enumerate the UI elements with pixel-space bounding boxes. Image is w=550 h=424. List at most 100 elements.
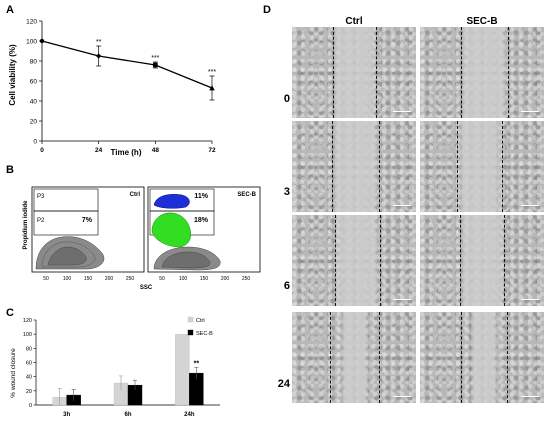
- scale-bar: [521, 204, 539, 206]
- row-label-0: 0: [283, 93, 290, 105]
- blue-population: [153, 194, 190, 209]
- viability-marks: ********: [39, 38, 216, 101]
- micrograph-tile: [420, 215, 544, 306]
- wound-edge-line: [459, 215, 461, 306]
- row-label-24: 24: [277, 378, 290, 390]
- wound-edge-line: [376, 27, 378, 118]
- secb-upper-percent: 11%: [194, 193, 208, 200]
- y-tick-label: 120: [23, 318, 32, 324]
- flow-plot-ctrl: P3 P2 7% Ctrl: [31, 186, 145, 273]
- wound-edge-line: [332, 27, 334, 118]
- wound-edge-line: [335, 215, 337, 306]
- legend-label: SEC-B: [196, 331, 213, 337]
- scale-bar: [393, 298, 411, 300]
- micrograph-tile: [292, 312, 416, 403]
- column-header-ctrl: Ctrl: [345, 16, 363, 27]
- scale-bar: [393, 204, 411, 206]
- flow-xlabel: SSC: [140, 285, 153, 291]
- significance-label: **: [96, 39, 102, 46]
- legend-swatch: [187, 329, 194, 336]
- y-tick-label: 60: [26, 361, 32, 367]
- row-label-6: 6: [283, 280, 290, 292]
- green-population: [151, 212, 191, 248]
- data-point: [153, 62, 158, 68]
- y-tick-label: 0: [33, 139, 37, 146]
- scale-bar: [393, 395, 411, 397]
- x-tick-label: 24: [95, 147, 103, 154]
- wound-legend: Ctrl SEC-B: [187, 316, 213, 337]
- wound-edge-line: [378, 121, 380, 212]
- wound-edge-line: [506, 312, 508, 403]
- significance-label: ***: [151, 55, 159, 62]
- flow-x-tick-label: 250: [242, 276, 251, 282]
- flow-x-tick-label: 100: [179, 276, 188, 282]
- wound-healing-micrographs: Ctrl SEC-B 0 3 6 24: [270, 0, 550, 424]
- row-label-3: 3: [283, 186, 290, 198]
- micrograph-tile: [420, 121, 544, 212]
- wound-edge-line: [330, 312, 332, 403]
- secb-lower-percent: 18%: [194, 217, 209, 224]
- micrograph-tile: [292, 121, 416, 212]
- flow-x-tick-label: 200: [221, 276, 230, 282]
- viability-series-line: [41, 40, 213, 89]
- panel-letter-b: B: [6, 164, 14, 176]
- flow-plot-secb: 11% 18% SEC-B: [147, 186, 261, 273]
- scale-bar: [393, 110, 411, 112]
- micrograph-tile: [420, 312, 544, 403]
- gate-p2-ctrl: [33, 210, 99, 236]
- y-tick-label: 120: [26, 19, 37, 26]
- gray-population-secb: [153, 246, 221, 271]
- scale-bar: [521, 395, 539, 397]
- flow-x-tick-label: 150: [84, 276, 93, 282]
- wound-marks: **: [52, 333, 204, 406]
- wound-edge-line: [331, 121, 333, 212]
- wound-edge-line: [460, 312, 462, 403]
- legend-swatch: [187, 316, 194, 323]
- flow-ylabel: Propidium iodide: [23, 200, 29, 250]
- viability-axes: 0 20 40 60 80 100 120 0 24 48 72: [26, 19, 216, 155]
- y-tick-label: 100: [23, 332, 32, 338]
- micrograph-tile: [420, 27, 544, 118]
- wound-ylabel: % wound closure: [10, 348, 17, 398]
- y-tick-label: 0: [29, 403, 32, 409]
- flow-x-tick-label: 200: [105, 276, 114, 282]
- x-tick-label: 0: [40, 147, 44, 154]
- panel-letter-a: A: [6, 4, 14, 16]
- flow-x-tick-label: 50: [43, 276, 49, 282]
- y-tick-label: 60: [30, 79, 38, 86]
- gate-p2-label: P2: [37, 218, 45, 224]
- x-tick-label: 72: [208, 147, 216, 154]
- viability-ylabel: Cell viability (%): [8, 44, 17, 106]
- data-point: [96, 53, 102, 59]
- flow-x-tick-label: 50: [159, 276, 165, 282]
- micrograph-tile: [292, 215, 416, 306]
- wound-edge-line: [457, 121, 459, 212]
- data-point: [39, 38, 45, 44]
- data-point: [209, 85, 215, 91]
- scale-bar: [521, 298, 539, 300]
- wound-closure-bar-chart: 0 20 40 60 80 100 120 3h 6h 24h ** Ctrl SEC-B % wo…: [10, 316, 220, 418]
- significance-label: ***: [208, 69, 216, 76]
- flow-x-ticks: 50 100 150 200 250 50 100 150 200 250: [43, 276, 250, 282]
- column-header-secb: SEC-B: [466, 16, 498, 27]
- gray-population-ctrl: [35, 236, 105, 270]
- gate-p3-label: P3: [37, 194, 45, 200]
- flow-ctrl-name: Ctrl: [130, 192, 141, 198]
- wound-edge-line: [378, 312, 380, 403]
- y-tick-label: 20: [26, 389, 32, 395]
- y-tick-label: 40: [30, 99, 38, 106]
- panel-letter-c: C: [6, 307, 14, 319]
- wound-edge-line: [380, 215, 382, 306]
- flow-x-tick-label: 150: [200, 276, 209, 282]
- category-label: 3h: [63, 412, 70, 418]
- micrograph-tile: [292, 27, 416, 118]
- y-tick-label: 40: [26, 375, 32, 381]
- legend-label: Ctrl: [196, 318, 205, 324]
- category-label: 6h: [124, 412, 131, 418]
- ctrl-percent: 7%: [82, 217, 93, 224]
- flow-secb-name: SEC-B: [237, 192, 256, 198]
- y-tick-label: 20: [30, 119, 38, 126]
- flow-x-tick-label: 250: [126, 276, 135, 282]
- wound-edge-line: [508, 27, 510, 118]
